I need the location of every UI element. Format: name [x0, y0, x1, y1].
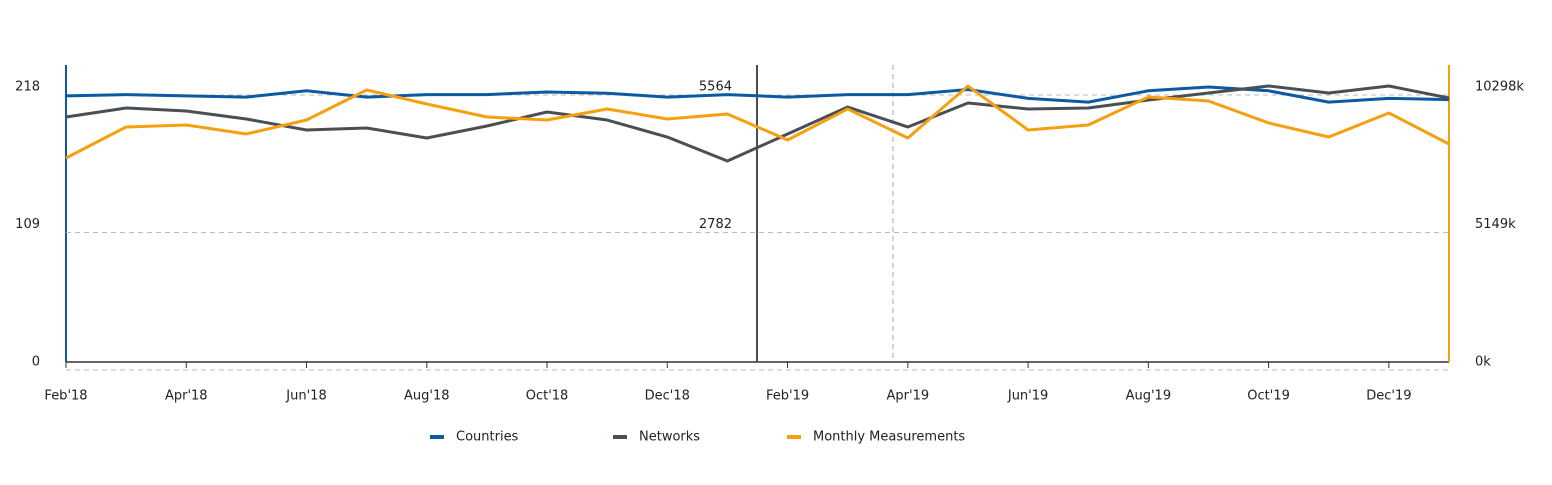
y-tick-label: 109: [15, 217, 40, 232]
y3-tick-label: 5149k: [1475, 217, 1516, 232]
x-tick-label: Dec'18: [645, 389, 690, 404]
x-tick-label: Apr'19: [887, 389, 930, 404]
x-tick-label: Jun'19: [1007, 389, 1048, 404]
x-tick-label: Jun'18: [285, 389, 326, 404]
x-tick-label: Aug'18: [404, 389, 450, 404]
legend-label: Countries: [456, 430, 519, 445]
x-tick-label: Aug'19: [1126, 389, 1172, 404]
series-line: [65, 84, 1450, 163]
x-tick-label: Oct'18: [526, 389, 569, 404]
y2-tick-label: 5564: [699, 80, 732, 95]
series-line: [65, 84, 1450, 160]
x-tick-label: Feb'19: [766, 389, 809, 404]
series-line: [65, 85, 1450, 104]
y2-tick-label: 2782: [699, 217, 732, 232]
x-tick-label: Dec'19: [1366, 389, 1411, 404]
y3-tick-label: 0k: [1475, 355, 1491, 370]
y-tick-label: 0: [32, 355, 40, 370]
legend-label: Monthly Measurements: [813, 430, 965, 445]
x-tick-label: Feb'18: [44, 389, 87, 404]
x-tick-label: Oct'19: [1247, 389, 1290, 404]
x-tick-label: Apr'18: [165, 389, 208, 404]
y3-tick-label: 10298k: [1475, 80, 1524, 95]
y-tick-label: 218: [15, 80, 40, 95]
legend-label: Networks: [639, 430, 700, 445]
